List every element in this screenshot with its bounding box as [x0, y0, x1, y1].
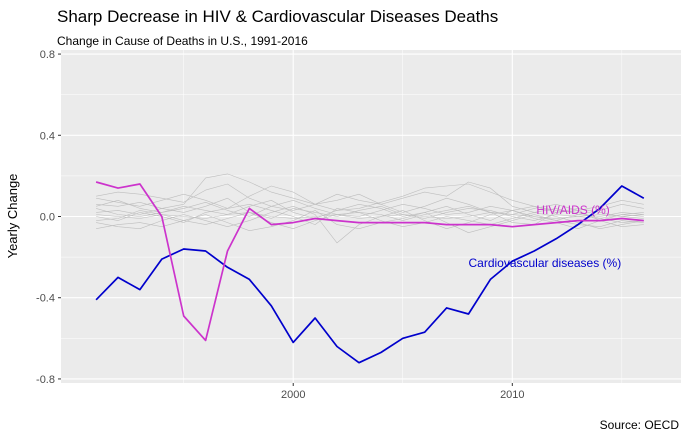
series-line-other-cause [96, 200, 644, 221]
source-caption: Source: OECD [599, 418, 679, 432]
series-line-hiv-aids [95, 181, 644, 342]
x-tick-label: 2000 [281, 389, 305, 401]
series-line-other-cause [96, 173, 644, 223]
chart-title: Sharp Decrease in HIV & Cardiovascular D… [57, 7, 499, 26]
series-line-other-cause [96, 212, 644, 219]
chart-subtitle: Change in Cause of Deaths in U.S., 1991-… [57, 34, 308, 48]
y-tick-label: 0.4 [40, 130, 55, 142]
y-tick-label: -0.8 [36, 374, 55, 386]
cardio-series-label: Cardiovascular diseases (%) [468, 256, 621, 270]
hiv-series-label: HIV/AIDS (%) [536, 203, 609, 217]
series-line-cardiovascular-diseases [95, 185, 645, 364]
series-line-other-cause [96, 181, 644, 217]
y-tick-label: 0.0 [40, 212, 55, 224]
series-line-other-cause [96, 206, 644, 244]
series-line-other-cause [96, 200, 644, 221]
series-line-other-cause [96, 210, 644, 233]
series-line-other-cause [96, 185, 644, 215]
x-tick-label: 2010 [500, 389, 524, 401]
y-tick-label: 0.8 [40, 49, 55, 61]
series-line-other-cause [96, 210, 644, 229]
y-tick-label: -0.4 [36, 293, 55, 305]
